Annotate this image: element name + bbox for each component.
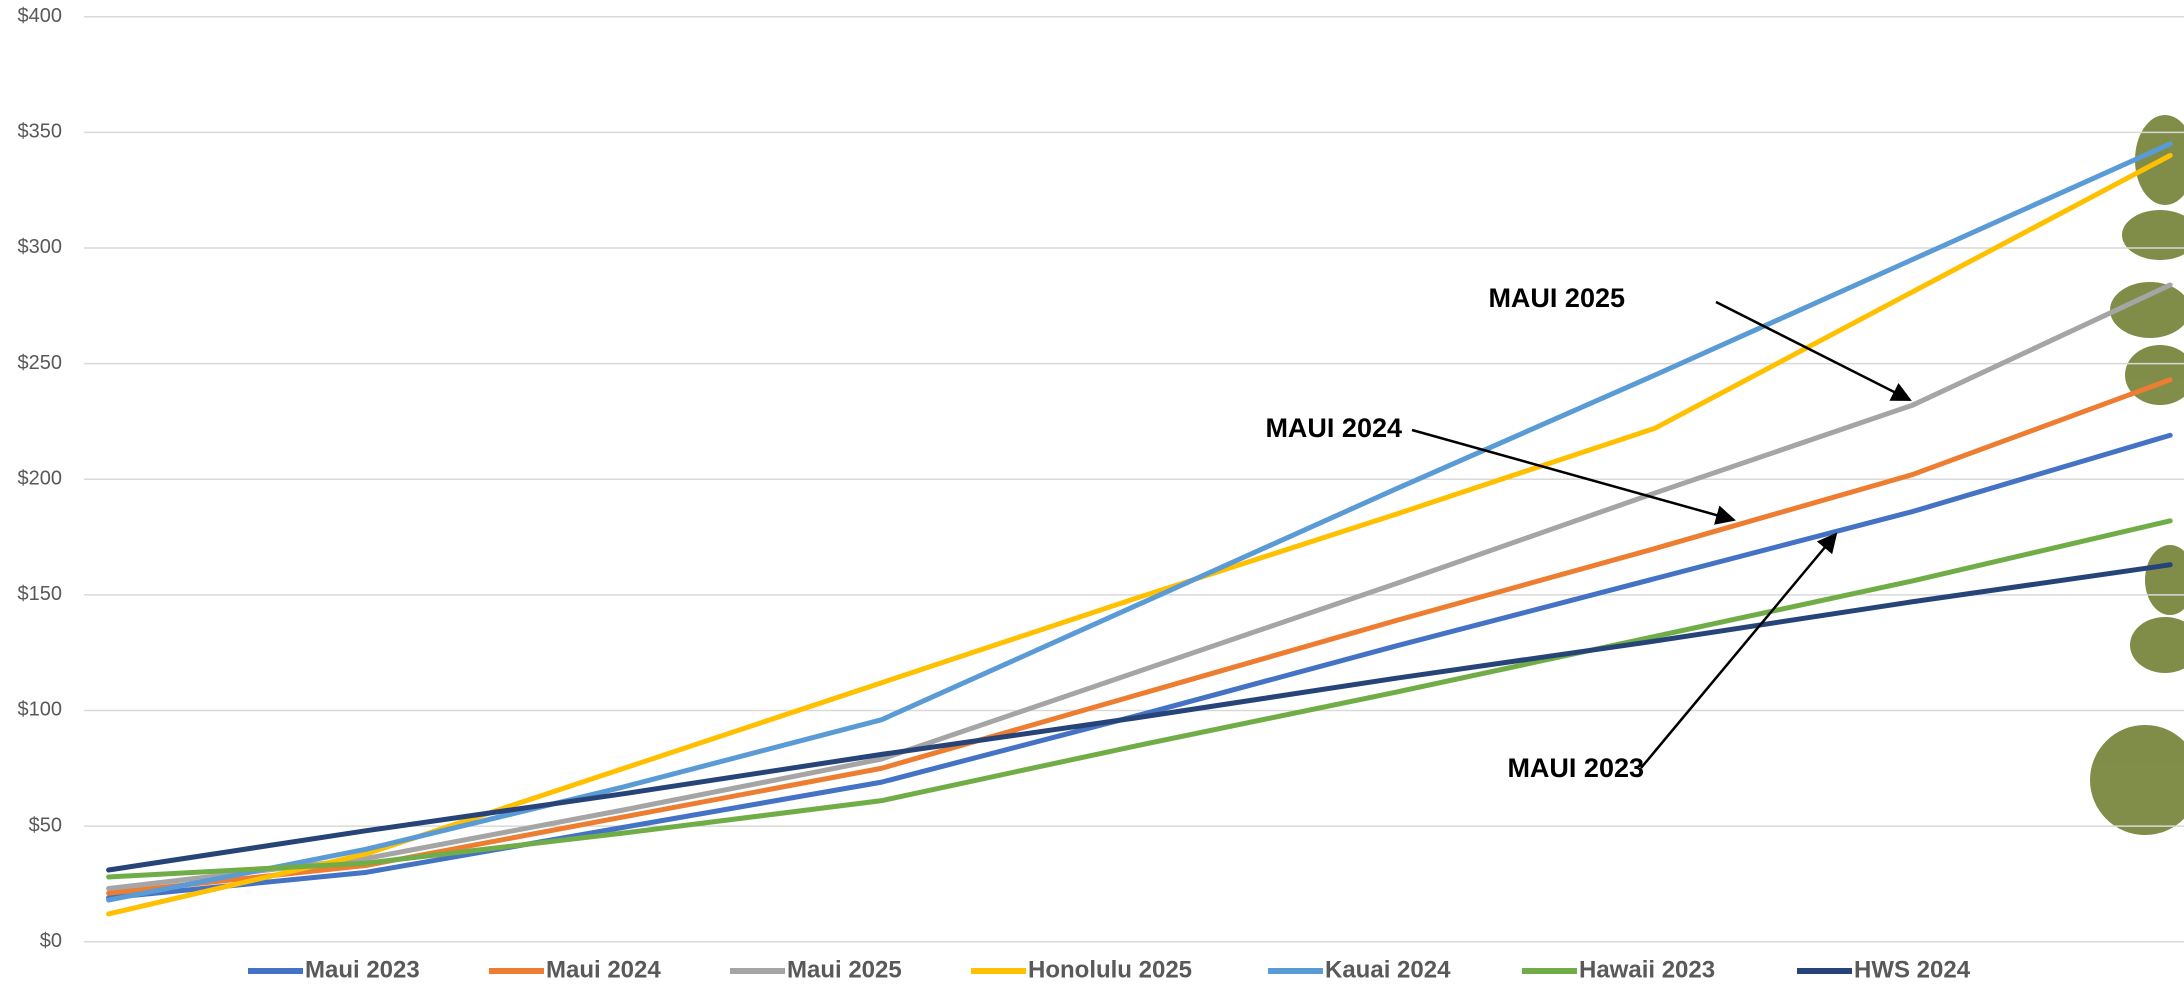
y-tick-label: $0 — [40, 930, 62, 952]
legend-label: Maui 2025 — [787, 956, 902, 983]
annotation: MAUI 2024 — [1265, 413, 1402, 443]
legend-label: Kauai 2024 — [1325, 956, 1451, 983]
series-line — [106, 282, 2173, 892]
annotations: MAUI 2025 MAUI 2024 MAUI 2023 — [1265, 283, 1912, 783]
series-line — [106, 377, 2173, 896]
series-line — [106, 518, 2173, 880]
annotation-arrow — [1715, 300, 1912, 402]
annotation-arrow — [1411, 428, 1736, 525]
y-tick-label: $150 — [18, 583, 63, 605]
annotation-arrow — [1640, 532, 1838, 769]
y-tick-label: $350 — [18, 121, 63, 143]
legend-label: HWS 2024 — [1854, 956, 1971, 983]
y-tick-label: $400 — [18, 5, 63, 27]
legend-label: Hawaii 2023 — [1579, 956, 1715, 983]
annotation: MAUI 2025 — [1488, 283, 1625, 313]
legend-label: Honolulu 2025 — [1028, 956, 1192, 983]
y-tick-label: $50 — [29, 814, 62, 836]
y-tick-label: $100 — [18, 699, 63, 721]
series-line — [106, 141, 2173, 903]
legend-label: Maui 2023 — [305, 956, 420, 983]
annotation: MAUI 2023 — [1507, 753, 1644, 783]
series-lines — [106, 141, 2173, 917]
grid: $0 $50 $100 $150 $200 $250 $300 $350 $400 — [18, 5, 2184, 952]
series-line — [106, 152, 2173, 917]
series-line — [106, 562, 2173, 873]
legend: Maui 2023 Maui 2024 Maui 2025 Honolulu 2025… — [248, 956, 1971, 983]
series-line — [106, 432, 2173, 901]
y-tick-label: $250 — [18, 352, 63, 374]
legend-label: Maui 2024 — [546, 956, 661, 983]
y-tick-label: $300 — [18, 236, 63, 258]
y-tick-label: $200 — [18, 467, 63, 489]
leaf-decoration — [2090, 115, 2184, 835]
